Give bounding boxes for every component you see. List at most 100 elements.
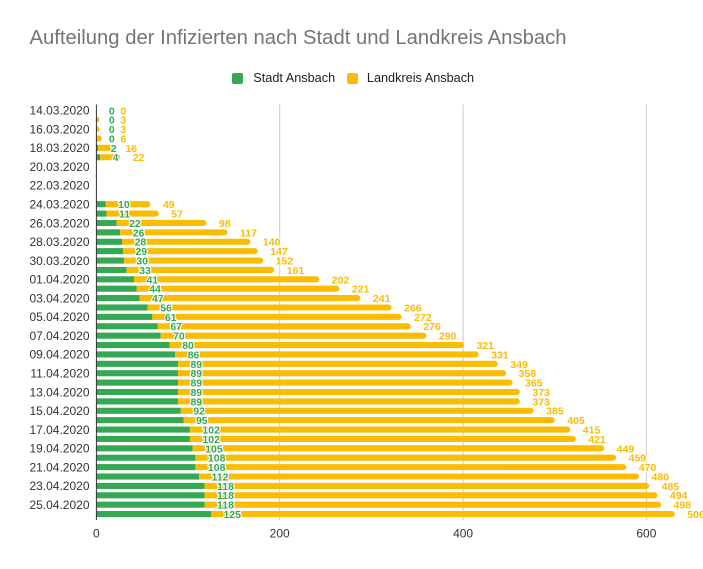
svg-text:28: 28 — [135, 237, 147, 249]
svg-text:459: 459 — [629, 453, 647, 465]
svg-text:01.04.2020: 01.04.2020 — [29, 273, 89, 287]
svg-text:485: 485 — [662, 481, 680, 493]
svg-text:0: 0 — [120, 105, 126, 117]
svg-text:89: 89 — [190, 359, 202, 371]
svg-text:349: 349 — [510, 359, 528, 371]
svg-text:30.03.2020: 30.03.2020 — [29, 254, 89, 268]
svg-text:105: 105 — [205, 443, 223, 455]
svg-text:17.04.2020: 17.04.2020 — [29, 423, 89, 437]
svg-text:202: 202 — [332, 274, 350, 286]
svg-text:102: 102 — [202, 434, 220, 446]
svg-text:140: 140 — [263, 237, 281, 249]
svg-text:11.04.2020: 11.04.2020 — [30, 367, 89, 381]
svg-text:22.03.2020: 22.03.2020 — [29, 179, 89, 193]
svg-text:0: 0 — [109, 115, 115, 127]
svg-text:10: 10 — [118, 199, 130, 211]
svg-text:09.04.2020: 09.04.2020 — [29, 348, 89, 362]
svg-text:152: 152 — [276, 255, 294, 267]
svg-text:89: 89 — [190, 368, 202, 380]
svg-text:67: 67 — [170, 321, 182, 333]
svg-text:16.03.2020: 16.03.2020 — [29, 122, 89, 136]
svg-text:16: 16 — [125, 143, 137, 155]
svg-text:331: 331 — [491, 349, 509, 361]
svg-text:494: 494 — [670, 490, 688, 502]
svg-text:470: 470 — [639, 462, 657, 474]
svg-text:56: 56 — [160, 302, 172, 314]
svg-text:506: 506 — [687, 509, 703, 521]
svg-text:86: 86 — [188, 349, 200, 361]
svg-text:4: 4 — [113, 152, 119, 164]
svg-text:15.04.2020: 15.04.2020 — [29, 404, 89, 418]
svg-text:0: 0 — [93, 527, 100, 541]
svg-text:400: 400 — [453, 527, 473, 541]
svg-text:92: 92 — [193, 406, 205, 418]
svg-text:358: 358 — [519, 368, 537, 380]
svg-text:89: 89 — [190, 396, 202, 408]
svg-text:57: 57 — [171, 209, 183, 221]
svg-text:44: 44 — [149, 284, 161, 296]
svg-text:272: 272 — [414, 312, 432, 324]
svg-text:415: 415 — [583, 425, 601, 437]
svg-text:221: 221 — [352, 284, 370, 296]
svg-text:18.03.2020: 18.03.2020 — [29, 141, 89, 155]
svg-text:498: 498 — [674, 500, 692, 512]
svg-text:405: 405 — [567, 415, 585, 427]
svg-text:03.04.2020: 03.04.2020 — [29, 291, 89, 305]
svg-text:3: 3 — [120, 124, 126, 136]
svg-text:147: 147 — [270, 246, 288, 258]
svg-text:19.04.2020: 19.04.2020 — [29, 442, 89, 456]
svg-text:321: 321 — [476, 340, 494, 352]
svg-text:0: 0 — [109, 124, 115, 136]
svg-text:125: 125 — [223, 509, 241, 521]
svg-text:449: 449 — [617, 443, 635, 455]
svg-text:95: 95 — [196, 415, 208, 427]
svg-text:6: 6 — [120, 133, 126, 145]
svg-text:21.04.2020: 21.04.2020 — [29, 460, 89, 474]
svg-text:0: 0 — [109, 105, 115, 117]
svg-text:117: 117 — [240, 227, 257, 239]
svg-text:600: 600 — [636, 527, 656, 541]
svg-text:28.03.2020: 28.03.2020 — [29, 235, 89, 249]
svg-text:290: 290 — [439, 331, 457, 343]
svg-text:49: 49 — [163, 199, 175, 211]
svg-text:41: 41 — [146, 274, 158, 286]
svg-text:29: 29 — [135, 246, 147, 258]
svg-text:241: 241 — [373, 293, 391, 305]
svg-text:266: 266 — [404, 302, 422, 314]
svg-text:22: 22 — [129, 218, 141, 230]
svg-text:33: 33 — [139, 265, 151, 277]
svg-text:0: 0 — [109, 133, 115, 145]
svg-text:23.04.2020: 23.04.2020 — [29, 479, 89, 493]
svg-text:102: 102 — [202, 425, 220, 437]
svg-text:70: 70 — [173, 331, 185, 343]
svg-text:05.04.2020: 05.04.2020 — [29, 310, 89, 324]
svg-text:98: 98 — [219, 218, 231, 230]
svg-text:2: 2 — [111, 143, 117, 155]
svg-text:11: 11 — [119, 209, 130, 221]
svg-text:112: 112 — [212, 471, 229, 483]
svg-text:26: 26 — [133, 227, 145, 239]
svg-text:108: 108 — [208, 453, 226, 465]
svg-text:07.04.2020: 07.04.2020 — [29, 329, 89, 343]
svg-text:385: 385 — [546, 406, 564, 418]
svg-text:26.03.2020: 26.03.2020 — [29, 216, 89, 230]
svg-text:421: 421 — [588, 434, 606, 446]
svg-text:200: 200 — [270, 527, 290, 541]
svg-text:13.04.2020: 13.04.2020 — [29, 385, 89, 399]
svg-text:61: 61 — [165, 312, 177, 324]
svg-text:118: 118 — [217, 500, 234, 512]
svg-text:373: 373 — [532, 396, 550, 408]
svg-text:118: 118 — [217, 490, 234, 502]
svg-text:30: 30 — [136, 255, 148, 267]
svg-text:89: 89 — [190, 387, 202, 399]
svg-text:118: 118 — [217, 481, 234, 493]
svg-text:89: 89 — [190, 378, 202, 390]
svg-text:22: 22 — [133, 152, 145, 164]
svg-text:24.03.2020: 24.03.2020 — [29, 198, 89, 212]
svg-text:365: 365 — [525, 378, 543, 390]
svg-text:276: 276 — [423, 321, 441, 333]
svg-text:47: 47 — [152, 293, 164, 305]
svg-text:480: 480 — [652, 471, 670, 483]
svg-text:108: 108 — [208, 462, 226, 474]
svg-text:161: 161 — [287, 265, 305, 277]
